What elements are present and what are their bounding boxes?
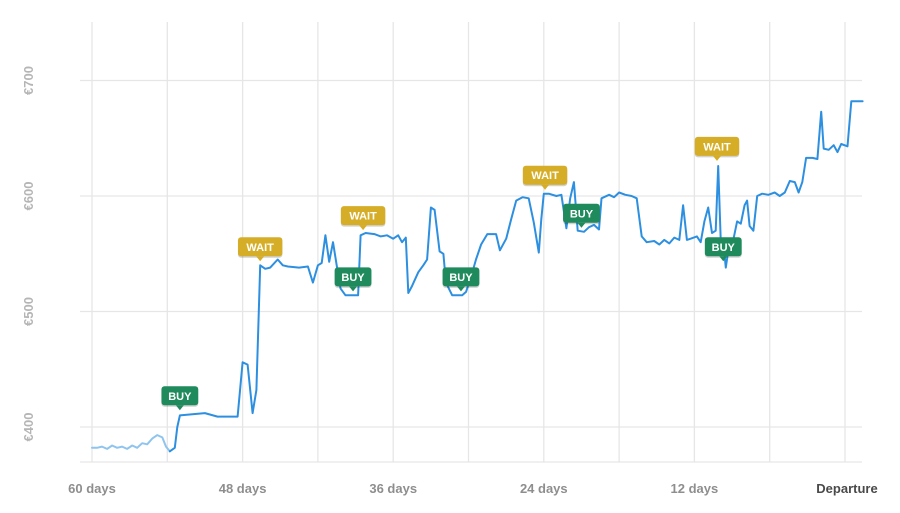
x-tick-label: Departure (816, 481, 877, 496)
x-axis-ticks: 60 days 48 days 36 days 24 days 12 days Depar… (68, 481, 878, 496)
horizontal-gridlines (80, 79, 862, 463)
badge-pointer (577, 222, 586, 228)
badge-label: WAIT (349, 211, 377, 223)
badge-pointer (456, 286, 465, 292)
buy-badge: BUY (704, 237, 742, 262)
y-tick-label: €500 (21, 297, 36, 326)
badge-body (161, 386, 199, 406)
badge-label: BUY (168, 391, 192, 403)
badge-pointer (256, 256, 265, 262)
y-tick-label: €700 (21, 66, 36, 95)
badge-label: BUY (712, 242, 736, 254)
badge-pointer (359, 225, 368, 231)
y-tick-label: €600 (21, 182, 36, 211)
badge-body (442, 267, 480, 287)
badge-body (334, 267, 372, 287)
badge-label: WAIT (246, 242, 274, 254)
wait-badge: WAIT (522, 165, 568, 190)
x-tick-label: 24 days (520, 481, 568, 496)
badge-body (340, 206, 386, 226)
y-axis-ticks: €400 €500 €600 €700 (21, 66, 36, 441)
y-tick-label: €400 (21, 413, 36, 442)
badge-body (563, 203, 600, 223)
buy-badge: BUY (563, 203, 600, 228)
buy-badge: BUY (442, 267, 480, 292)
buy-badge: BUY (161, 386, 199, 411)
badge-body (704, 237, 742, 257)
badge-pointer (712, 155, 721, 161)
x-tick-label: 60 days (68, 481, 116, 496)
badge-label: BUY (341, 272, 365, 284)
price-series (91, 100, 864, 453)
badge-label: BUY (570, 208, 594, 220)
badge-label: BUY (449, 272, 473, 284)
badge-body (522, 165, 568, 185)
badge-label: WAIT (703, 141, 731, 153)
badge-body (694, 136, 740, 156)
wait-badge: WAIT (694, 136, 740, 161)
badge-label: WAIT (531, 170, 559, 182)
badge-body (237, 237, 283, 257)
badge-pointer (175, 405, 184, 411)
buy-badge: BUY (334, 267, 372, 292)
price-line (168, 100, 864, 453)
buy-wait-annotations: BUY WAIT BUY WAIT BUY WAIT BUY WAIT BUY (161, 136, 742, 411)
wait-badge: WAIT (340, 206, 386, 231)
x-tick-label: 12 days (671, 481, 719, 496)
vertical-gridlines (91, 22, 846, 462)
price-line-early-segment (91, 434, 171, 453)
x-tick-label: 48 days (219, 481, 267, 496)
badge-pointer (349, 286, 358, 292)
wait-badge: WAIT (237, 237, 283, 262)
badge-pointer (541, 184, 550, 190)
x-tick-label: 36 days (369, 481, 417, 496)
badge-pointer (719, 256, 728, 262)
